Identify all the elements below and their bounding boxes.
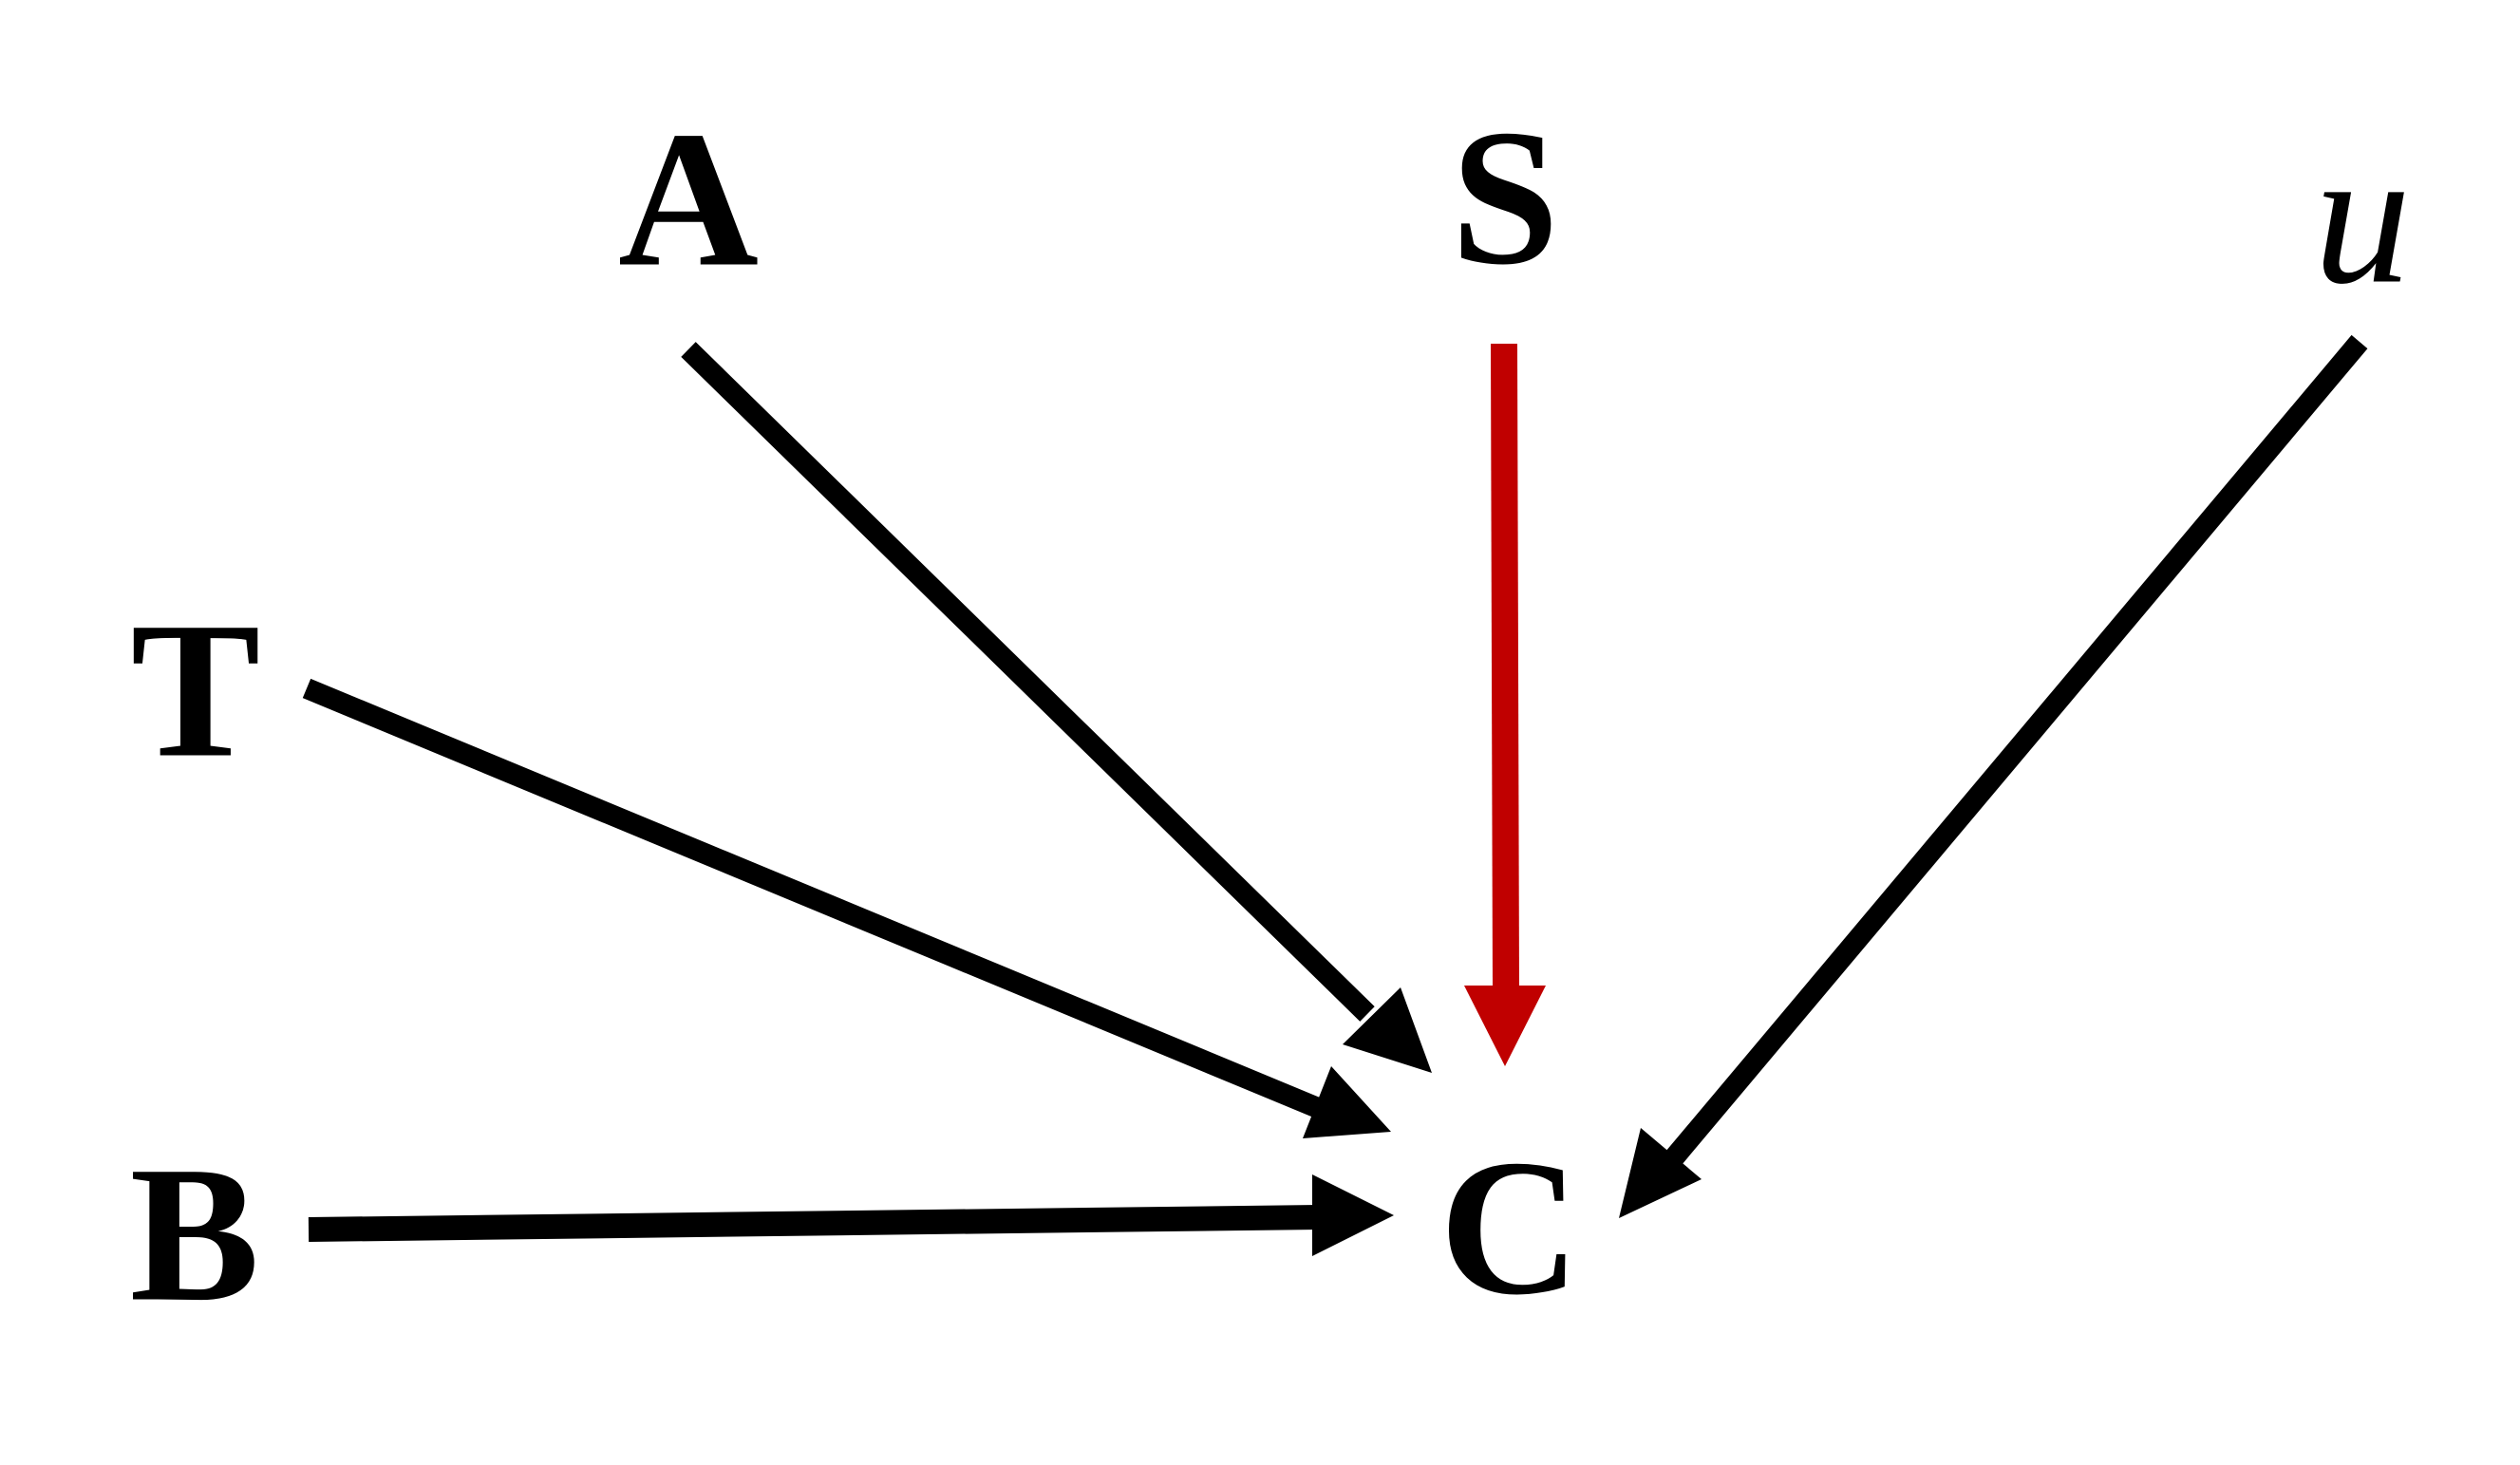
node-a-label: A <box>617 91 760 308</box>
edge-u-to-c <box>1619 334 2368 1218</box>
edge-b-to-c-arrowhead <box>1312 1174 1394 1256</box>
node-s-label: S <box>1450 89 1560 306</box>
node-u-label: u <box>2313 108 2412 325</box>
edge-s-to-c-arrowhead <box>1464 986 1546 1066</box>
edge-s-to-c <box>1464 343 1546 1066</box>
node-b-label: B <box>129 1126 260 1343</box>
edge-t-to-c <box>302 678 1391 1138</box>
edge-b-to-c <box>308 1174 1394 1256</box>
edge-t-to-c-arrowhead <box>1303 1066 1391 1138</box>
node-t-label: T <box>130 582 261 798</box>
edge-u-to-c-arrowhead <box>1619 1128 1702 1218</box>
node-c-label: C <box>1439 1119 1581 1336</box>
edge-a-to-c-arrowhead <box>1343 987 1432 1073</box>
edge-a-to-c <box>681 342 1432 1073</box>
